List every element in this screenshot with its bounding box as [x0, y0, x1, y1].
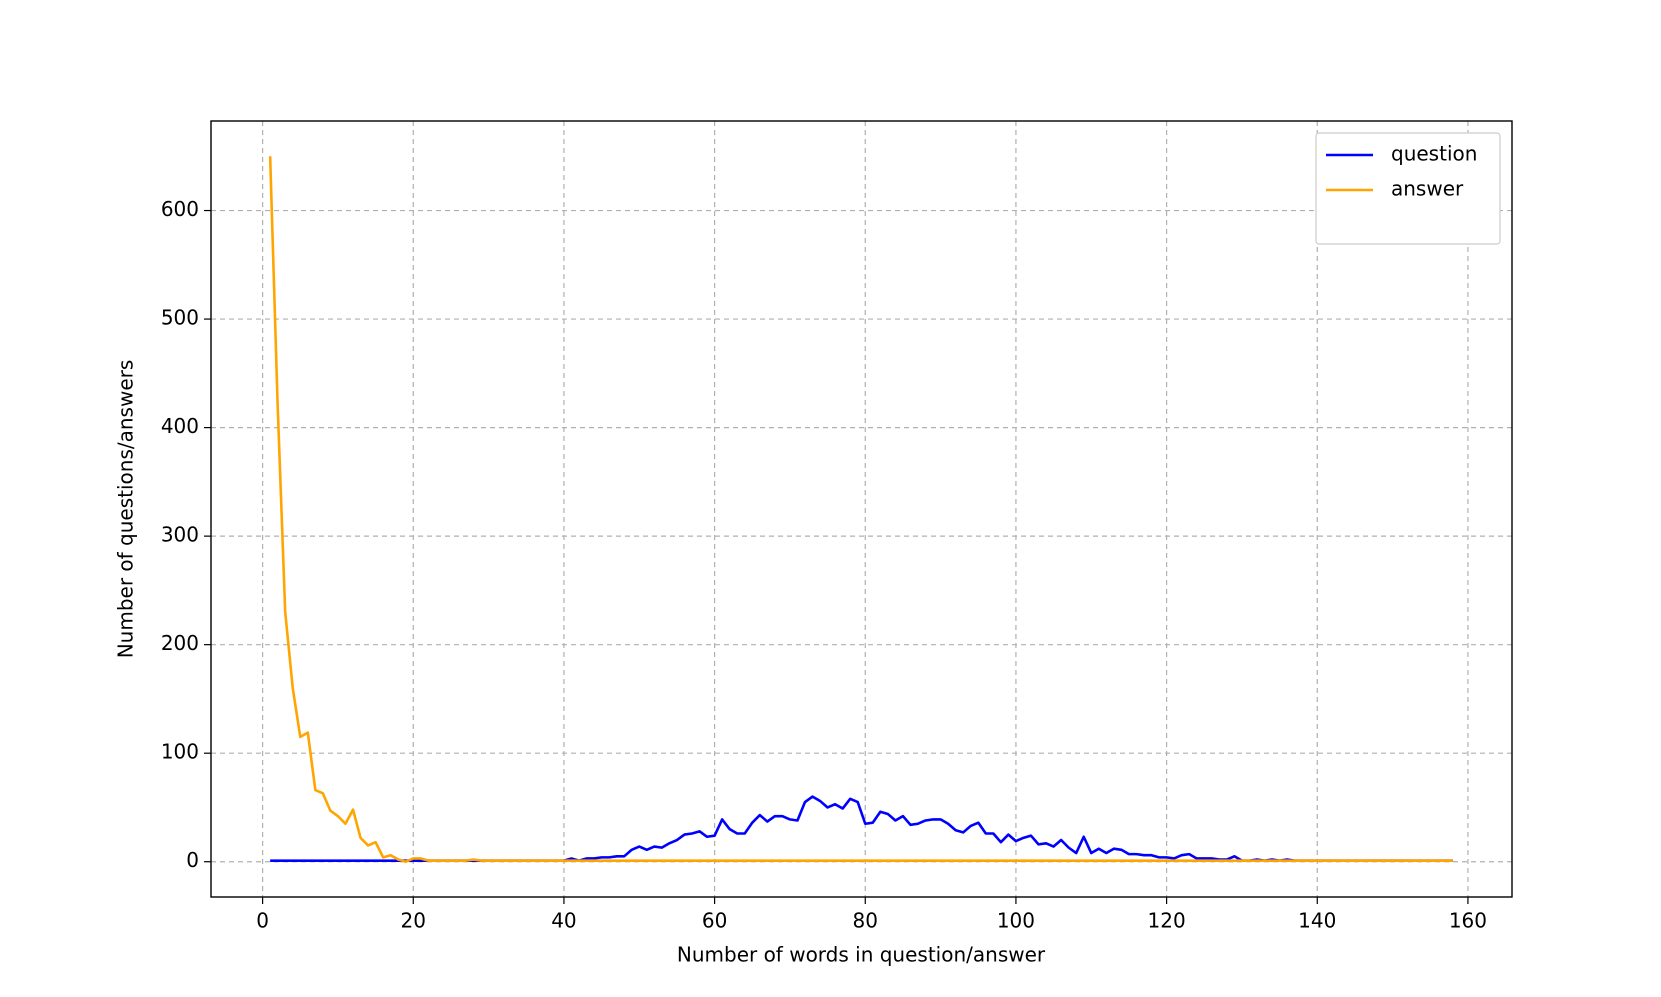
x-tick-label: 120: [1148, 909, 1186, 933]
x-axis-label: Number of words in question/answer: [677, 943, 1046, 967]
legend-label: answer: [1391, 177, 1464, 201]
x-tick-label: 80: [853, 909, 878, 933]
x-tick-label: 20: [401, 909, 426, 933]
plot-frame: [210, 120, 1513, 898]
data-line: [270, 795, 1453, 862]
y-axis-label: Number of questions/answers: [114, 360, 138, 659]
x-tick-label: 100: [997, 909, 1035, 933]
data-line: [268, 156, 1453, 864]
y-tick-label: 600: [161, 197, 199, 221]
y-tick-label: 0: [186, 848, 199, 872]
x-tick-label: 160: [1449, 909, 1487, 933]
y-tick-label: 400: [161, 414, 199, 438]
legend-label: question: [1391, 142, 1477, 166]
x-tick-label: 0: [256, 909, 269, 933]
y-tick-label: 200: [161, 631, 199, 655]
x-tick-label: 40: [551, 909, 576, 933]
x-tick-label: 140: [1298, 909, 1336, 933]
y-tick-label: 500: [161, 306, 199, 330]
legend-box: [1315, 132, 1501, 245]
y-tick-label: 300: [161, 523, 199, 547]
x-tick-label: 60: [702, 909, 727, 933]
y-tick-label: 100: [161, 740, 199, 764]
